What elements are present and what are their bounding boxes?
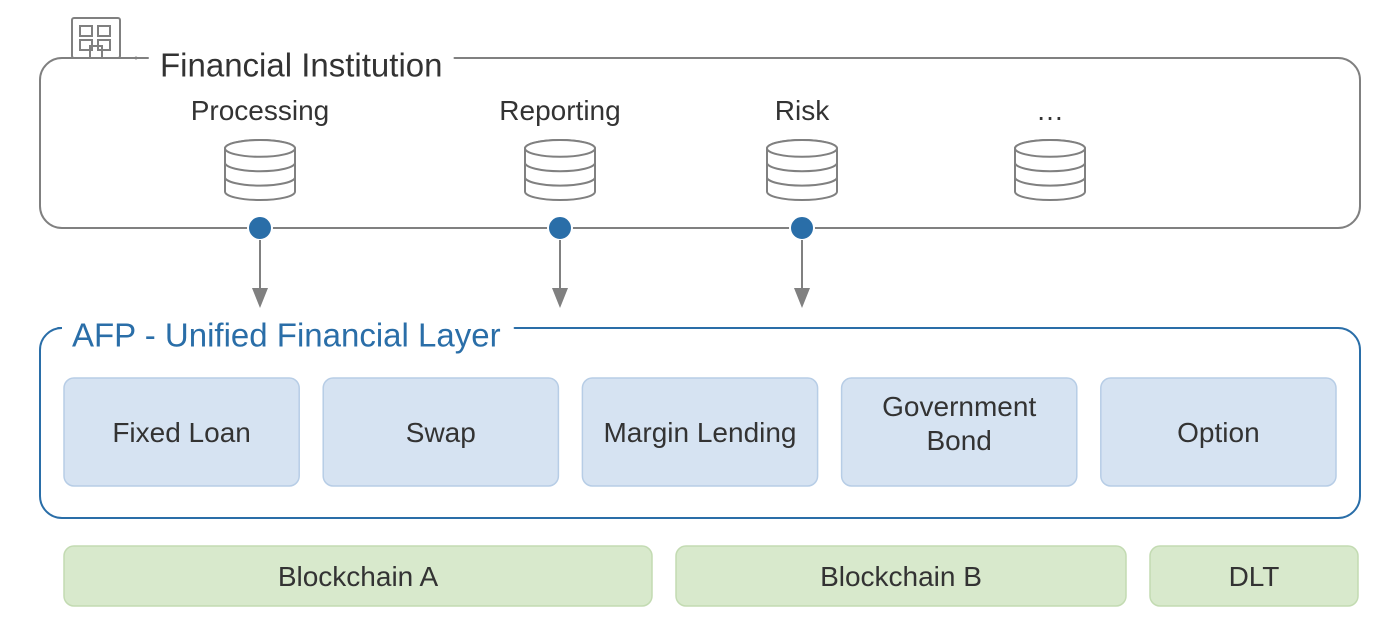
- fi-panel-title: Financial Institution: [160, 47, 442, 84]
- database-icon: [767, 140, 837, 200]
- afp-box-label: Swap: [406, 417, 476, 448]
- connector-node: [548, 216, 572, 240]
- db-label: Risk: [775, 95, 830, 126]
- db-label: Reporting: [499, 95, 620, 126]
- blockchain-box-label: Blockchain A: [278, 561, 439, 592]
- building-icon: [72, 18, 120, 58]
- blockchain-box-label: Blockchain B: [820, 561, 982, 592]
- blockchain-box-label: DLT: [1229, 561, 1280, 592]
- connector-node: [248, 216, 272, 240]
- db-label: …: [1036, 95, 1064, 126]
- afp-box-label: Government: [882, 391, 1036, 422]
- connector-node: [790, 216, 814, 240]
- database-icon: [225, 140, 295, 200]
- afp-box-label: Margin Lending: [603, 417, 796, 448]
- architecture-diagram: Financial Institution Processing Reporting…: [0, 0, 1400, 641]
- afp-box-label: Option: [1177, 417, 1260, 448]
- db-label: Processing: [191, 95, 330, 126]
- database-icon: [525, 140, 595, 200]
- afp-panel-title: AFP - Unified Financial Layer: [72, 317, 501, 354]
- afp-box-label: Fixed Loan: [112, 417, 251, 448]
- database-icon: [1015, 140, 1085, 200]
- afp-box-label: Bond: [926, 425, 991, 456]
